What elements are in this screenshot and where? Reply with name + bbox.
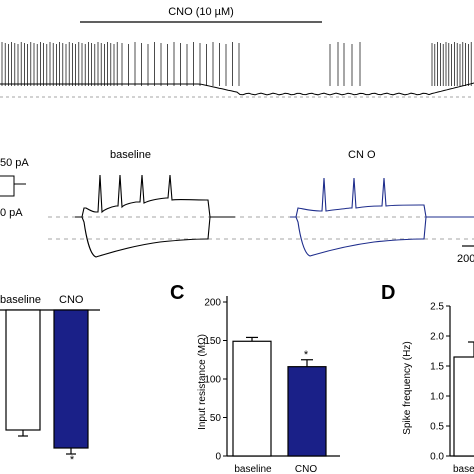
panel-c-category-cno: CNO (295, 464, 317, 474)
panel-b-bar-chart: baseline CNO * (0, 294, 100, 466)
panel-c-y-tick-label: 150 (204, 336, 221, 347)
top-membrane-trace (0, 82, 474, 96)
current-step-top-label: 50 pA (0, 157, 29, 169)
panel-d-letter: D (381, 282, 395, 304)
panel-d-y-tick-label: 2.5 (430, 302, 444, 313)
panel-c-category-baseline: baseline (234, 464, 272, 474)
panel-b-significance: * (70, 454, 75, 466)
panel-d-bar-basel (453, 356, 474, 457)
top-trace-panel: CNO (10 µM) (0, 6, 474, 98)
panel-c-y-axis-label: Input resistance (MΩ) (197, 334, 208, 430)
panel-d-bar-chart: D Spike frequency (Hz) 0.0 0.5 1.0 1.5 2.0 2.… (381, 282, 474, 474)
panel-c-significance: * (304, 349, 309, 361)
panel-c-y-tick-label: 50 (210, 413, 222, 424)
panel-c-bar-baseline (232, 340, 272, 457)
middle-traces-panel: 50 pA 0 pA baseline CN O 200 (0, 149, 474, 265)
panel-c-bar-chart: C Input resistance (MΩ) 0 50 100 150 200 bas… (170, 282, 340, 474)
baseline-hyperpolarizing-trace (75, 216, 235, 258)
cno-depolarizing-trace (290, 177, 474, 218)
panel-d-y-tick-label: 1.0 (430, 392, 444, 403)
panel-c-y-tick-label: 100 (204, 375, 221, 386)
panel-b-category-baseline: baseline (0, 294, 41, 306)
panel-b-bar-baseline (5, 309, 41, 431)
panel-c-letter: C (170, 282, 184, 304)
baseline-depolarizing-trace (75, 174, 235, 218)
panel-d-y-axis-label: Spike frequency (Hz) (402, 341, 413, 434)
panel-c-bar-cno (287, 366, 327, 457)
cno-application-label: CNO (10 µM) (168, 6, 234, 18)
panel-d-y-tick-label: 0.5 (430, 422, 444, 433)
panel-c-y-tick-label: 0 (215, 452, 221, 463)
panel-d-y-tick-label: 2.0 (430, 332, 444, 343)
current-step-bottom-label: 0 pA (0, 207, 23, 219)
time-scalebar-label: 200 (457, 253, 474, 265)
baseline-trace-label: baseline (110, 149, 151, 161)
panel-c-y-tick-label: 200 (204, 298, 221, 309)
current-step-protocol (0, 175, 26, 197)
top-spike-train (1, 42, 472, 86)
panel-b-category-cno: CNO (59, 294, 84, 306)
cno-trace-label: CN O (348, 149, 376, 161)
panel-d-y-tick-label: 0.0 (430, 452, 444, 463)
panel-d-category-baseline: basel (453, 464, 474, 474)
panel-b-bar-cno (53, 309, 89, 449)
panel-d-y-tick-label: 1.5 (430, 362, 444, 373)
cno-hyperpolarizing-trace (290, 216, 474, 257)
